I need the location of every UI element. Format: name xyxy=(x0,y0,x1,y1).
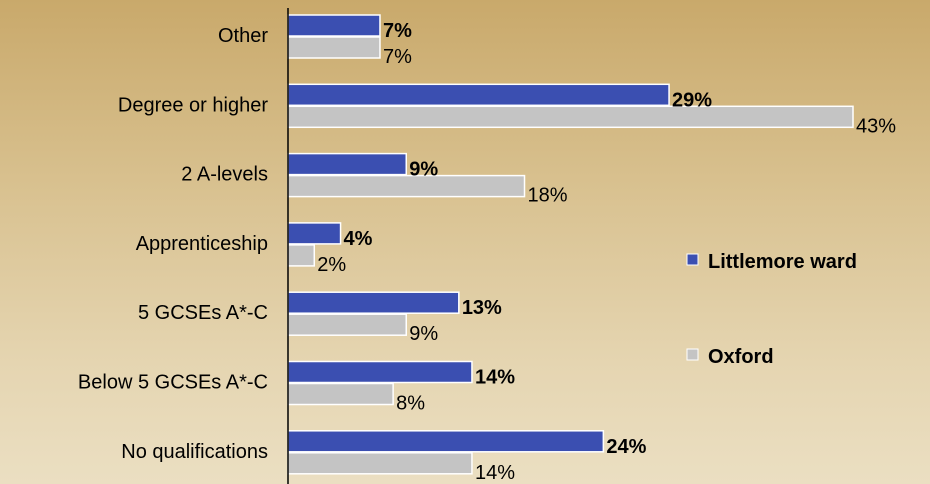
data-label-littlemore: 7% xyxy=(383,20,412,42)
data-label-littlemore: 29% xyxy=(672,89,712,111)
bar-oxford xyxy=(287,382,394,406)
category-label: Degree or higher xyxy=(118,94,268,116)
category-label: No qualifications xyxy=(121,441,268,463)
bar-oxford xyxy=(287,313,408,336)
bar-littlemore xyxy=(287,152,408,176)
bar-littlemore xyxy=(287,83,670,107)
data-label-oxford: 9% xyxy=(409,323,438,345)
legend-label-oxford: Oxford xyxy=(708,346,774,368)
legend-swatch-oxford xyxy=(686,348,699,361)
data-label-littlemore: 13% xyxy=(462,297,502,319)
bar-littlemore xyxy=(287,430,605,453)
bar-littlemore xyxy=(287,14,381,37)
data-label-oxford: 7% xyxy=(383,46,412,68)
bar-oxford xyxy=(287,452,473,475)
bar-oxford xyxy=(287,105,854,129)
category-label: 2 A-levels xyxy=(181,164,268,186)
legend: Littlemore ward Oxford xyxy=(686,251,857,368)
data-label-oxford: 18% xyxy=(528,185,568,207)
bars xyxy=(287,14,854,475)
data-label-littlemore: 24% xyxy=(606,436,646,458)
data-label-oxford: 8% xyxy=(396,393,425,415)
category-label: Below 5 GCSEs A*-C xyxy=(78,372,268,394)
data-label-oxford: 43% xyxy=(856,115,896,137)
bar-oxford xyxy=(287,174,526,198)
bar-littlemore xyxy=(287,222,342,245)
category-label: Apprenticeship xyxy=(136,233,268,255)
data-label-littlemore: 9% xyxy=(409,159,438,181)
data-label-littlemore: 4% xyxy=(344,228,373,250)
category-label: Other xyxy=(218,25,268,47)
legend-swatch-littlemore xyxy=(686,253,699,266)
bar-oxford xyxy=(287,36,381,59)
category-axis-labels: Other Degree or higher 2 A-levels Apprentic… xyxy=(78,25,268,463)
data-label-oxford: 14% xyxy=(475,462,515,484)
bar-littlemore xyxy=(287,360,473,384)
bar-oxford xyxy=(287,244,316,267)
data-label-littlemore: 14% xyxy=(475,367,515,389)
bar-littlemore xyxy=(287,291,460,314)
category-label: 5 GCSEs A*-C xyxy=(138,302,268,324)
data-labels: 7% 7% 29% 43% 9% 18% 4% 2% 13% 9% 14% 8% 24% 14% xyxy=(317,20,896,484)
legend-label-littlemore: Littlemore ward xyxy=(708,251,857,273)
data-label-oxford: 2% xyxy=(317,254,346,276)
